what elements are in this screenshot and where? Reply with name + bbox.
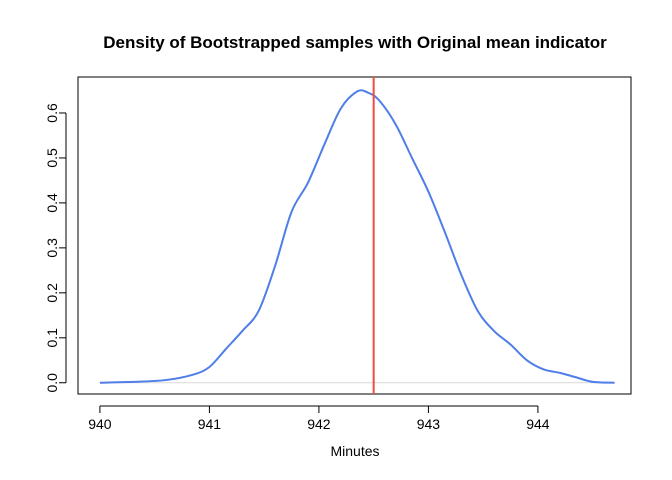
plot-frame	[77, 76, 632, 395]
x-tick-label: 944	[526, 416, 550, 432]
y-tick-label: 0.5	[44, 148, 60, 168]
chart-title: Density of Bootstrapped samples with Ori…	[103, 33, 607, 52]
y-tick-label: 0.4	[44, 193, 60, 213]
y-tick-label: 0.3	[44, 238, 60, 258]
y-axis: 0.0 0.1 0.2 0.3 0.4 0.5 0.6	[44, 103, 67, 393]
x-axis-label: Minutes	[330, 443, 379, 459]
x-axis: 940 941 942 943 944	[88, 405, 550, 432]
y-tick-label: 0.1	[44, 328, 60, 348]
y-tick-label: 0.6	[44, 103, 60, 123]
x-tick-label: 941	[198, 416, 222, 432]
y-tick-label: 0.2	[44, 283, 60, 303]
x-tick-label: 940	[88, 416, 112, 432]
x-tick-label: 943	[417, 416, 441, 432]
density-curve	[99, 89, 615, 384]
y-tick-label: 0.0	[44, 373, 60, 393]
x-tick-label: 942	[307, 416, 331, 432]
